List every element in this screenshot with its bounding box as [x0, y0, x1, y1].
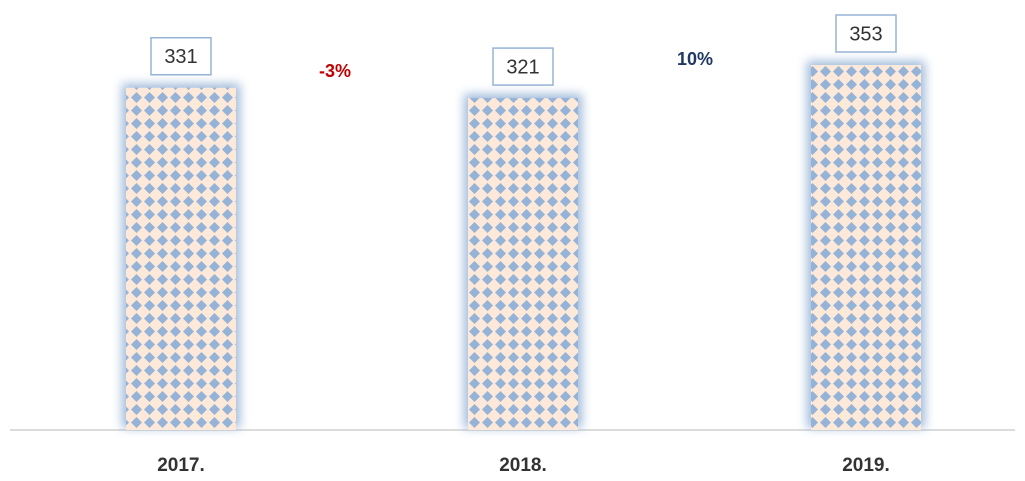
bar [126, 87, 236, 431]
value-label-box [150, 36, 212, 76]
value-label: 321 [506, 56, 539, 78]
x-tick-label: 2019. [842, 455, 890, 476]
annotation: -3% [319, 61, 351, 81]
annotation: 10% [677, 49, 713, 69]
bar [468, 98, 578, 430]
value-label: 353 [849, 23, 882, 45]
x-tick-label: 2017. [157, 455, 205, 476]
x-tick-label: 2018. [499, 455, 547, 476]
bar [811, 65, 921, 430]
value-label-box [835, 14, 897, 53]
value-label: 331 [164, 46, 197, 68]
value-label-box [492, 47, 554, 86]
